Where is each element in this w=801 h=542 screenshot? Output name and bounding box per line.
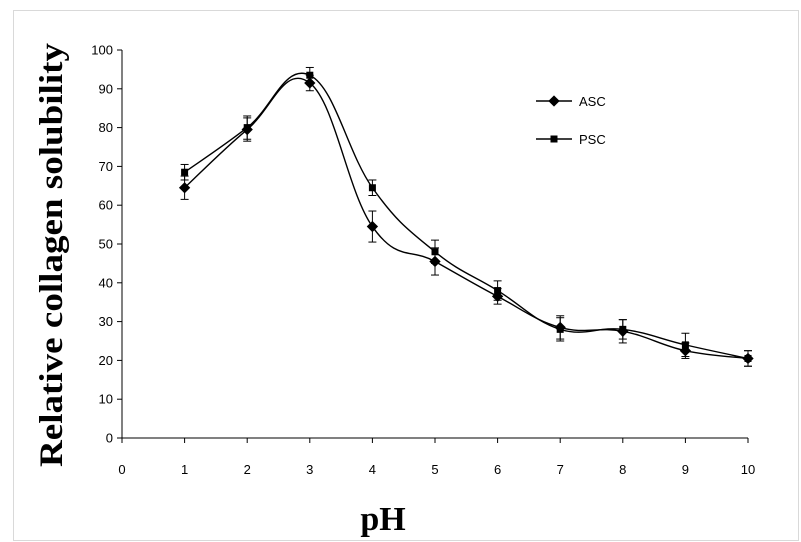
y-tick-label: 30 (99, 314, 113, 329)
data-point-asc (366, 220, 379, 233)
data-point-psc (181, 168, 189, 176)
data-point-psc (556, 325, 564, 333)
series-line-psc (184, 72, 749, 360)
x-tick-label: 0 (118, 462, 125, 477)
y-tick-label: 90 (99, 81, 113, 96)
x-tick-label: 1 (181, 462, 188, 477)
x-tick-label: 3 (306, 462, 313, 477)
y-tick-label: 10 (99, 392, 113, 407)
data-point-psc (368, 184, 376, 192)
data-point-psc (619, 325, 627, 333)
y-tick-label: 100 (91, 43, 113, 58)
x-tick-label: 5 (431, 462, 438, 477)
x-tick-label: 6 (494, 462, 501, 477)
data-point-psc (744, 354, 752, 362)
data-point-asc (178, 182, 191, 194)
x-tick-label: 4 (369, 462, 376, 477)
y-tick-label: 60 (99, 198, 113, 213)
x-tick-label: 9 (682, 462, 689, 477)
x-tick-label: 2 (244, 462, 251, 477)
y-tick-label: 80 (99, 120, 113, 135)
chart-border (13, 10, 799, 541)
legend-label-asc: ASC (579, 94, 606, 109)
x-tick-label: 8 (619, 462, 626, 477)
legend-label-psc: PSC (579, 132, 606, 147)
y-tick-label: 0 (106, 431, 113, 446)
x-tick-label: 10 (741, 462, 755, 477)
x-tick-label: 7 (557, 462, 564, 477)
data-point-psc (243, 124, 251, 132)
series-psc (180, 66, 752, 367)
data-point-psc (494, 287, 502, 295)
data-point-psc (306, 71, 314, 79)
y-tick-label: 70 (99, 159, 113, 174)
y-tick-label: 50 (99, 237, 113, 252)
legend-marker-psc (550, 135, 558, 143)
x-axis-title: pH (360, 501, 405, 538)
data-point-psc (431, 248, 439, 256)
y-axis-title: Relative collagen solubility (34, 42, 70, 467)
data-point-psc (681, 341, 689, 349)
y-tick-label: 40 (99, 275, 113, 290)
y-tick-label: 20 (99, 353, 113, 368)
